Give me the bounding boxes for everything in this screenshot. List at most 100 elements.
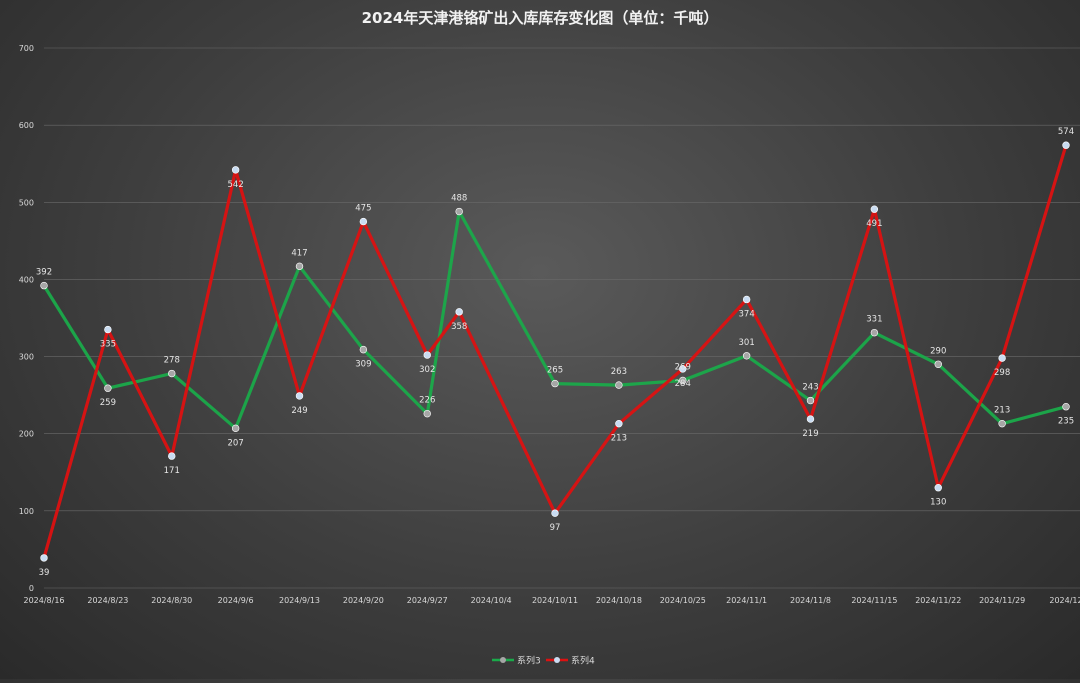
data-point <box>998 419 1006 428</box>
x-tick-label: 2024/11/29 <box>979 596 1025 605</box>
data-point <box>870 205 879 213</box>
legend-label-1: 系列4 <box>571 655 595 667</box>
data-label: 301 <box>739 338 755 348</box>
x-tick-label: 2024/9/13 <box>279 596 320 605</box>
x-tick-label: 2024/8/23 <box>87 596 128 605</box>
data-point <box>104 384 112 392</box>
data-point <box>870 328 879 337</box>
data-point <box>359 217 368 226</box>
data-label: 374 <box>739 309 755 319</box>
data-point <box>231 424 240 433</box>
data-point <box>168 452 176 460</box>
data-label: 475 <box>355 204 371 214</box>
data-label: 97 <box>550 523 561 533</box>
data-point <box>679 365 687 373</box>
series-line-0 <box>42 209 1068 430</box>
data-label: 249 <box>291 406 307 416</box>
data-label: 265 <box>547 366 563 376</box>
data-point <box>742 295 751 304</box>
legend-label-0: 系列3 <box>517 655 541 667</box>
x-tick-label: 2024/9/6 <box>218 596 254 605</box>
series-markers <box>40 141 1070 562</box>
x-tick-label: 2024/10/25 <box>660 596 706 605</box>
data-point <box>1062 141 1070 149</box>
data-label: 213 <box>994 406 1010 416</box>
data-point <box>104 325 112 334</box>
data-label: 542 <box>228 180 244 190</box>
data-label: 358 <box>451 322 467 332</box>
data-label: 491 <box>866 219 882 229</box>
data-label: 335 <box>100 340 116 350</box>
data-label: 574 <box>1058 127 1074 137</box>
data-point <box>295 262 304 271</box>
data-point <box>806 396 815 405</box>
data-point <box>615 419 623 428</box>
data-point <box>806 415 815 423</box>
y-tick-label: 600 <box>19 121 34 130</box>
data-point <box>742 352 751 360</box>
y-axis-ticks: 0 100 200 300 400 500 600 700 <box>19 44 34 593</box>
data-label: 213 <box>611 434 627 444</box>
x-tick-label: 2024/11/15 <box>851 596 897 605</box>
data-label: 263 <box>611 367 627 377</box>
data-point <box>998 354 1006 362</box>
data-label: 284 <box>675 379 691 389</box>
data-point <box>423 409 431 418</box>
data-label: 226 <box>419 396 435 406</box>
data-point <box>455 207 463 216</box>
data-point <box>168 369 176 378</box>
data-label: 331 <box>866 315 882 325</box>
data-label: 392 <box>36 268 52 278</box>
data-point <box>615 381 623 389</box>
data-label: 171 <box>164 466 180 476</box>
gridlines <box>44 47 1080 589</box>
y-tick-label: 100 <box>19 507 34 516</box>
data-point <box>934 484 942 492</box>
data-label: 309 <box>355 360 371 370</box>
data-label: 278 <box>164 356 180 366</box>
data-labels: 392 259 278 207 417 309 226 488 265 263 269 301 243 3… <box>36 127 1074 578</box>
data-label: 219 <box>802 429 818 439</box>
y-tick-label: 200 <box>19 430 34 439</box>
series-lines <box>42 143 1068 560</box>
data-point <box>1062 403 1070 411</box>
legend-marker-1 <box>554 657 560 663</box>
x-tick-label: 2024/10/11 <box>532 596 578 605</box>
x-tick-label: 2024/11/22 <box>915 596 961 605</box>
data-label: 259 <box>100 398 116 408</box>
x-axis-ticks: 2024/8/16 2024/8/23 2024/8/30 2024/9/6 2024/… <box>23 596 1080 605</box>
chart-title: 2024年天津港铬矿出入库库存变化图（单位：千吨） <box>362 9 719 27</box>
data-label: 39 <box>39 568 50 578</box>
x-tick-label: 2024/8/16 <box>23 596 64 605</box>
y-tick-label: 400 <box>19 275 34 284</box>
data-label: 417 <box>291 248 307 258</box>
data-label: 207 <box>228 438 244 448</box>
x-tick-label: 2024/9/20 <box>343 596 384 605</box>
legend: 系列3 系列4 <box>492 655 595 667</box>
y-tick-label: 700 <box>19 44 34 53</box>
data-label: 243 <box>802 383 818 393</box>
data-point <box>40 554 48 562</box>
data-point <box>40 281 48 290</box>
data-label: 269 <box>675 362 691 372</box>
y-tick-label: 0 <box>29 584 34 593</box>
data-label: 130 <box>930 498 946 508</box>
data-point <box>423 351 431 359</box>
x-tick-label: 2024/12 <box>1049 596 1080 605</box>
x-tick-label: 2024/10/4 <box>471 596 512 605</box>
y-tick-label: 300 <box>19 353 34 362</box>
data-label: 298 <box>994 368 1010 378</box>
x-tick-label: 2024/11/8 <box>790 596 831 605</box>
data-point <box>231 166 240 174</box>
x-tick-label: 2024/9/27 <box>407 596 448 605</box>
x-tick-label: 2024/8/30 <box>151 596 192 605</box>
data-point <box>551 379 559 388</box>
y-tick-label: 500 <box>19 198 34 207</box>
data-point <box>455 308 463 316</box>
data-point <box>551 509 559 517</box>
data-point <box>295 392 304 400</box>
data-point <box>679 376 687 385</box>
legend-marker-0 <box>500 657 506 663</box>
